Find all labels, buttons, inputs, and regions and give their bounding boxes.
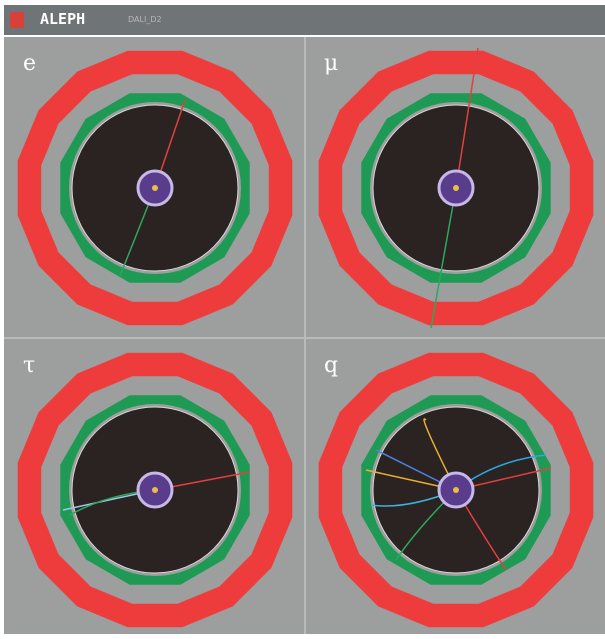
track xyxy=(455,47,479,189)
vertex xyxy=(152,487,158,493)
app-title: ALEPH xyxy=(40,10,85,28)
vertex xyxy=(453,487,459,493)
header-bar xyxy=(4,5,605,35)
panel-label: e xyxy=(23,51,36,76)
panel-label: q xyxy=(324,353,338,378)
panel-label: τ xyxy=(23,353,35,378)
vertex xyxy=(453,185,459,191)
view-name: DALI_D2 xyxy=(128,15,162,24)
track xyxy=(430,187,457,329)
panel-label: μ xyxy=(324,51,338,76)
logo-icon xyxy=(10,12,24,28)
vertex xyxy=(152,185,158,191)
